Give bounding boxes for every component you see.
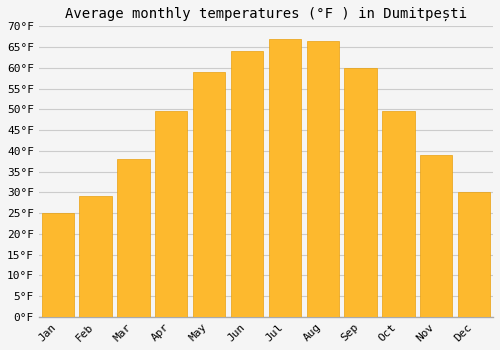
Bar xyxy=(231,51,263,317)
Bar xyxy=(458,192,490,317)
Bar xyxy=(118,159,150,317)
Bar xyxy=(306,41,339,317)
Bar xyxy=(42,213,74,317)
Bar xyxy=(155,111,188,317)
Bar xyxy=(269,39,301,317)
Bar xyxy=(80,196,112,317)
Bar xyxy=(382,111,414,317)
Bar xyxy=(193,72,225,317)
Bar xyxy=(344,68,376,317)
Bar xyxy=(420,155,452,317)
Title: Average monthly temperatures (°F ) in Dumitреști: Average monthly temperatures (°F ) in Du… xyxy=(65,7,467,21)
